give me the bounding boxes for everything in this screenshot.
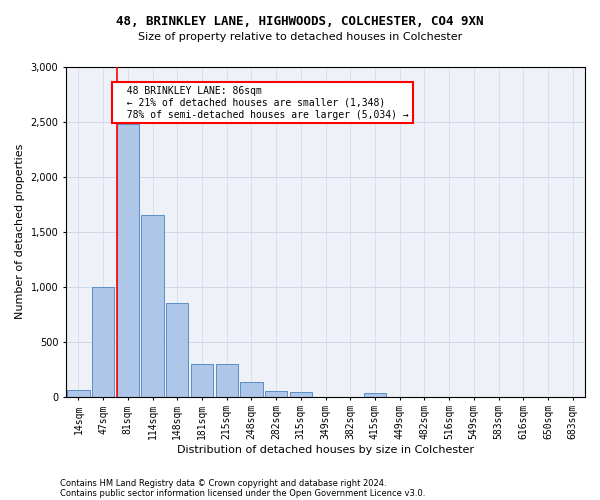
X-axis label: Distribution of detached houses by size in Colchester: Distribution of detached houses by size … [177,445,474,455]
Bar [265,390,287,396]
Bar [67,390,89,396]
Text: 48 BRINKLEY LANE: 86sqm
  ← 21% of detached houses are smaller (1,348)
  78% of : 48 BRINKLEY LANE: 86sqm ← 21% of detache… [115,86,409,120]
Bar [166,303,188,396]
Text: Contains public sector information licensed under the Open Government Licence v3: Contains public sector information licen… [60,488,425,498]
Bar [117,124,139,396]
Text: Size of property relative to detached houses in Colchester: Size of property relative to detached ho… [138,32,462,42]
Bar [142,215,164,396]
Bar [364,394,386,396]
Bar [240,382,263,396]
Bar [290,392,312,396]
Bar [191,364,213,396]
Bar [215,364,238,396]
Text: Contains HM Land Registry data © Crown copyright and database right 2024.: Contains HM Land Registry data © Crown c… [60,478,386,488]
Y-axis label: Number of detached properties: Number of detached properties [15,144,25,319]
Bar [92,286,114,397]
Text: 48, BRINKLEY LANE, HIGHWOODS, COLCHESTER, CO4 9XN: 48, BRINKLEY LANE, HIGHWOODS, COLCHESTER… [116,15,484,28]
